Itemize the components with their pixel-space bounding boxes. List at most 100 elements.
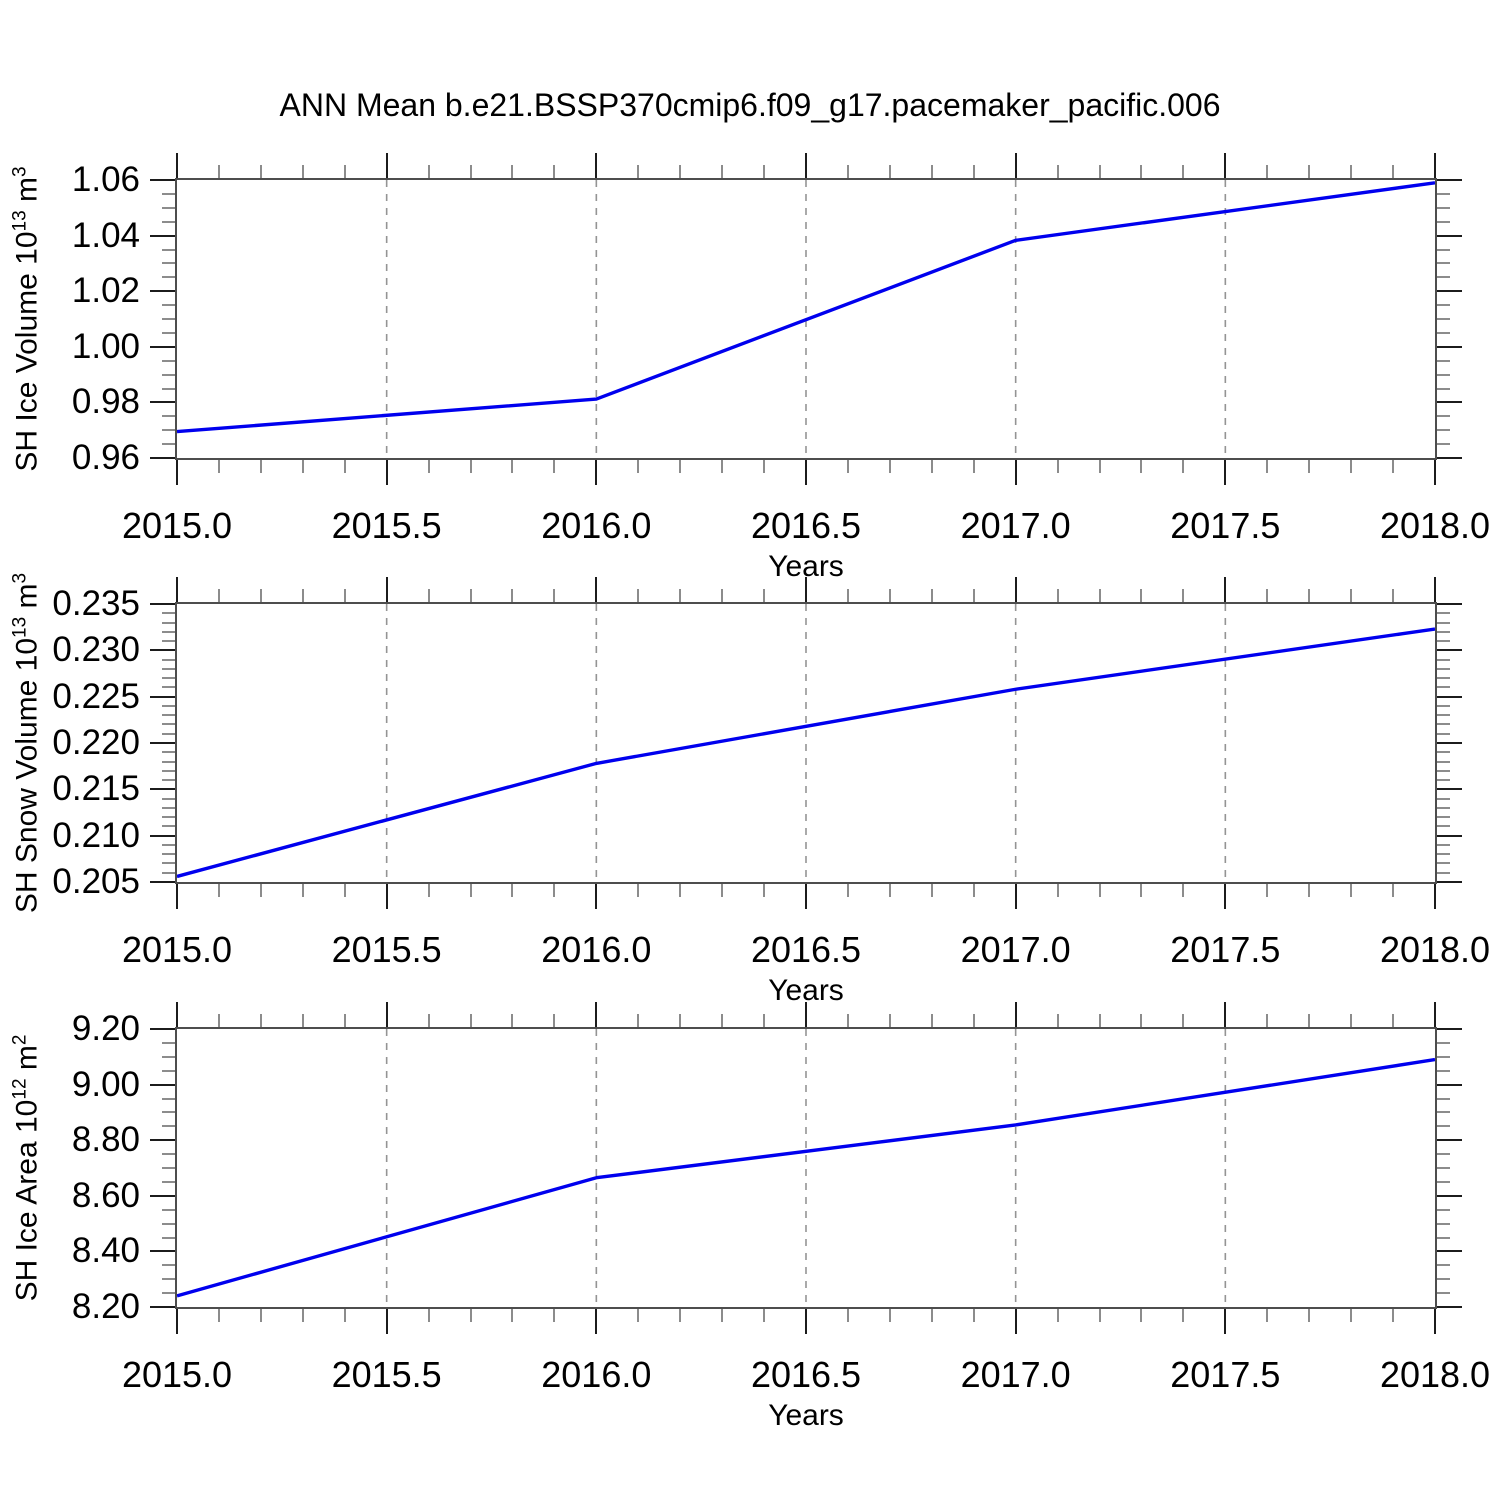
y-tick-label: 8.60 (71, 1175, 140, 1215)
x-minor-tick (1266, 460, 1269, 473)
y-major-tick (150, 345, 175, 348)
x-minor-tick (427, 1309, 430, 1322)
y-minor-tick (162, 318, 175, 320)
x-minor-tick (972, 1309, 975, 1322)
x-minor-tick (972, 589, 975, 602)
y-minor-tick (162, 1153, 175, 1156)
x-minor-tick (427, 589, 430, 602)
x-minor-tick (301, 589, 304, 602)
y-minor-tick (1437, 387, 1450, 390)
y-major-tick (1437, 234, 1462, 237)
x-minor-tick (679, 1309, 682, 1322)
y-minor-tick (1437, 667, 1450, 670)
x-tick-label: 2017.0 (960, 1354, 1071, 1395)
x-minor-tick (1392, 165, 1395, 178)
x-major-tick (1434, 884, 1436, 909)
x-major-tick (595, 577, 598, 602)
y-minor-tick (162, 192, 175, 195)
x-major-tick (805, 460, 807, 485)
y-minor-tick (1437, 621, 1450, 624)
x-major-tick (385, 1309, 388, 1334)
x-minor-tick (721, 460, 724, 473)
x-minor-tick (217, 1309, 220, 1322)
x-major-tick (1434, 1309, 1436, 1334)
y-major-tick (1437, 345, 1462, 348)
x-minor-tick (1140, 884, 1143, 897)
y-minor-tick (162, 612, 175, 615)
x-minor-tick (1350, 589, 1353, 602)
y-minor-tick (1437, 704, 1450, 707)
y-major-tick (1437, 881, 1462, 883)
y-minor-tick (162, 1236, 175, 1239)
y-tick-label: 9.20 (71, 1009, 140, 1048)
y-minor-tick (162, 206, 175, 209)
x-tick-label: 2015.5 (331, 929, 442, 970)
x-major-tick (385, 577, 388, 602)
y-minor-tick (1437, 1208, 1450, 1211)
x-minor-tick (1098, 1309, 1101, 1322)
y-minor-tick (1437, 1055, 1450, 1058)
x-minor-tick (1182, 1309, 1185, 1322)
x-minor-tick (553, 460, 556, 473)
x-minor-tick (888, 165, 891, 178)
x-minor-tick (343, 460, 346, 473)
y-major-tick (1437, 742, 1462, 744)
x-minor-tick (1350, 165, 1353, 178)
x-minor-tick (511, 1014, 514, 1027)
x-major-tick (176, 884, 178, 909)
x-minor-tick (1266, 165, 1269, 178)
x-major-tick (176, 460, 178, 485)
x-minor-tick (637, 884, 640, 897)
x-minor-tick (1056, 1309, 1059, 1322)
x-major-tick (1434, 460, 1436, 485)
x-minor-tick (1308, 460, 1311, 473)
y-major-tick (1437, 834, 1462, 837)
x-minor-tick (1266, 1014, 1269, 1027)
y-major-tick (150, 1250, 175, 1253)
x-minor-tick (721, 165, 724, 178)
y-minor-tick (1437, 658, 1450, 661)
x-minor-tick (637, 589, 640, 602)
x-major-tick (1224, 577, 1227, 602)
x-minor-tick (469, 165, 472, 178)
y-tick-label: 8.20 (71, 1287, 140, 1326)
x-tick-label: 2015.0 (121, 505, 233, 546)
x-major-tick (385, 884, 388, 909)
x-major-tick (595, 460, 598, 485)
y-minor-tick (162, 429, 175, 432)
y-minor-tick (1437, 1278, 1450, 1281)
x-minor-tick (1392, 460, 1395, 473)
x-minor-tick (259, 589, 262, 602)
plot-svg (177, 1029, 1435, 1307)
y-major-tick (1437, 290, 1462, 293)
x-minor-tick (721, 589, 724, 602)
x-minor-tick (1182, 460, 1185, 473)
x-minor-tick (763, 1309, 766, 1322)
x-minor-tick (427, 1014, 430, 1027)
y-minor-tick (1437, 853, 1450, 856)
y-minor-tick (1437, 373, 1450, 376)
y-major-tick (150, 179, 175, 181)
x-minor-tick (469, 884, 472, 897)
x-minor-tick (721, 1309, 724, 1322)
x-minor-tick (1140, 1309, 1143, 1322)
y-tick-label: 1.02 (71, 271, 140, 311)
x-minor-tick (217, 884, 220, 897)
y-major-tick (1437, 1250, 1462, 1253)
y-minor-tick (1437, 304, 1450, 307)
y-tick-label: 9.00 (71, 1064, 140, 1104)
y-tick-label: 0.235 (52, 584, 140, 623)
x-tick-label: 2016.5 (750, 505, 862, 546)
y-minor-tick (1437, 723, 1450, 726)
x-minor-tick (888, 589, 891, 602)
x-minor-tick (259, 1014, 262, 1027)
x-major-tick (1224, 460, 1227, 485)
x-minor-tick (1182, 589, 1185, 602)
x-minor-tick (301, 884, 304, 897)
y-tick-label: 0.215 (52, 769, 140, 809)
y-minor-tick (1437, 797, 1450, 800)
x-tick-label: 2016.0 (541, 1354, 652, 1395)
y-tick-label: 1.06 (71, 160, 140, 199)
x-minor-tick (343, 1309, 346, 1322)
y-major-tick (1437, 1028, 1462, 1030)
